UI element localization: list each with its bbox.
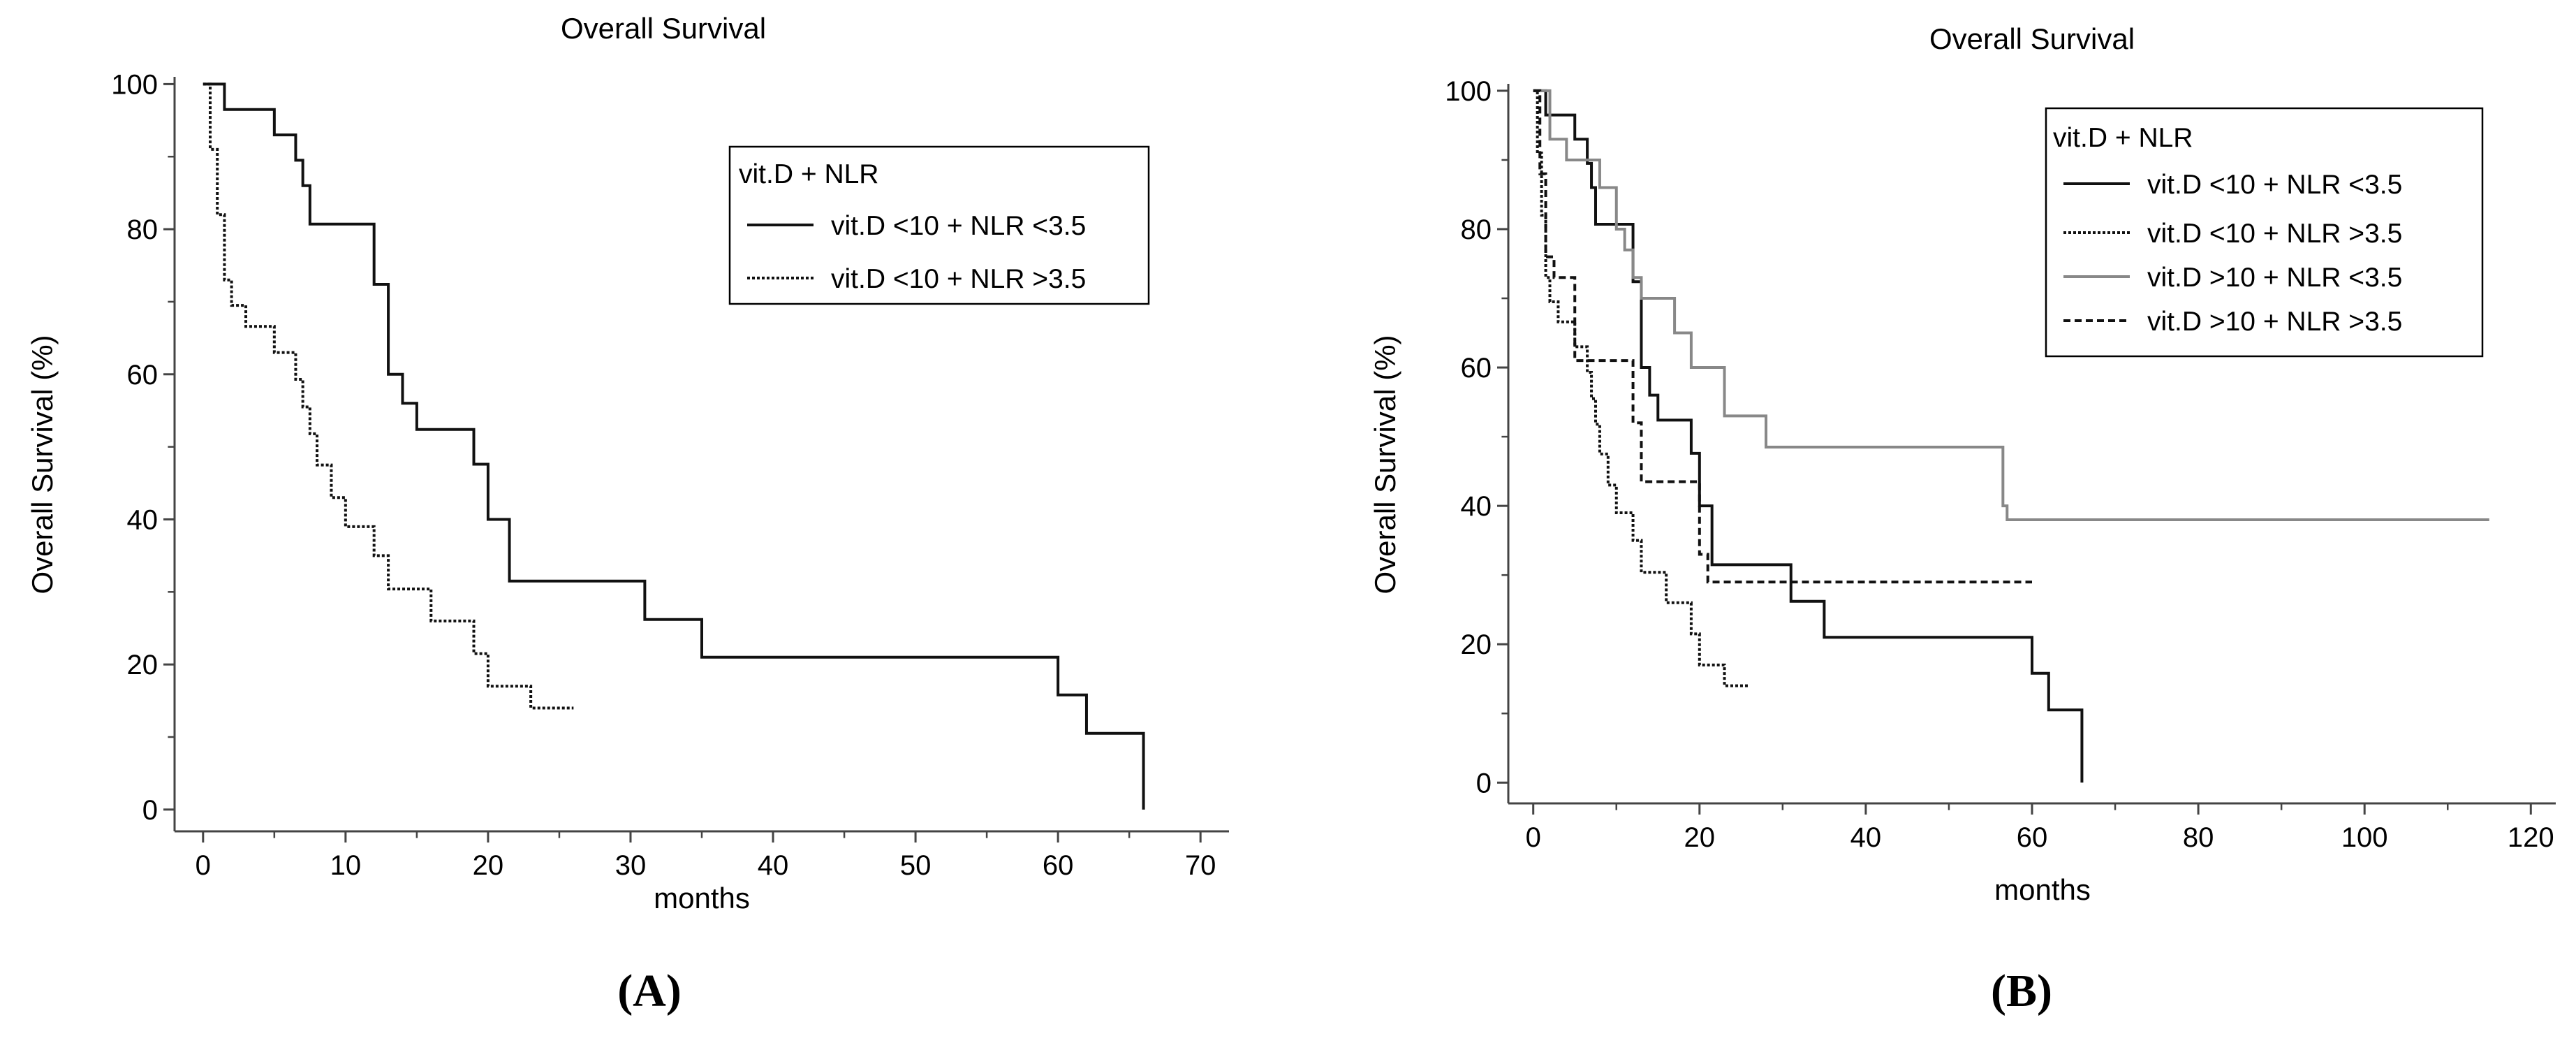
survival-curve bbox=[1533, 89, 2032, 584]
y-tick-label: 60 bbox=[1461, 353, 1492, 384]
chart-title: Overall Survival bbox=[561, 12, 766, 45]
x-tick-label: 30 bbox=[615, 850, 647, 881]
legend-label: vit.D >10 + NLR <3.5 bbox=[2147, 263, 2402, 293]
y-tick-label: 20 bbox=[127, 650, 159, 680]
panel-a: Overall Survival 0 10 20 30 40 50 60 70 0 20 40 60 8… bbox=[26, 12, 1229, 1016]
y-tick-label: 0 bbox=[142, 795, 158, 826]
x-tick-label: 40 bbox=[758, 850, 789, 881]
x-tick-label: 50 bbox=[900, 850, 932, 881]
x-axis-label: months bbox=[654, 882, 750, 914]
legend-label: vit.D >10 + NLR >3.5 bbox=[2147, 307, 2402, 337]
x-tick-label: 20 bbox=[473, 850, 504, 881]
legend-label: vit.D <10 + NLR <3.5 bbox=[831, 211, 1086, 241]
plot-area-b bbox=[1533, 89, 2489, 783]
y-tick-label: 60 bbox=[127, 360, 159, 391]
panel-label: (A) bbox=[617, 965, 682, 1016]
panel-b: Overall Survival 0 20 40 60 80 100 120 0 20 40 60 8… bbox=[1369, 22, 2556, 1016]
x-tick-label: 40 bbox=[1850, 822, 1882, 853]
x-tick-label: 80 bbox=[2183, 822, 2214, 853]
survival-curve bbox=[1533, 89, 2489, 521]
legend-b: vit.D + NLR vit.D <10 + NLR <3.5 vit.D <… bbox=[2045, 107, 2484, 358]
survival-curve bbox=[203, 82, 1145, 810]
survival-curve bbox=[1533, 89, 1750, 687]
x-tick-label: 70 bbox=[1185, 850, 1216, 881]
x-tick-label: 100 bbox=[2341, 822, 2388, 853]
x-tick-label: 10 bbox=[330, 850, 362, 881]
axes-b: 0 20 40 60 80 100 120 0 20 40 60 80 100 bbox=[1445, 76, 2556, 853]
chart-title: Overall Survival bbox=[1929, 22, 2135, 55]
legend-label: vit.D <10 + NLR <3.5 bbox=[2147, 170, 2402, 200]
legend-label: vit.D <10 + NLR >3.5 bbox=[2147, 219, 2402, 249]
y-tick-label: 40 bbox=[127, 504, 159, 535]
plot-area-a bbox=[203, 82, 1145, 810]
y-tick-label: 100 bbox=[111, 69, 158, 100]
x-tick-label: 60 bbox=[2017, 822, 2048, 853]
y-tick-label: 40 bbox=[1461, 491, 1492, 522]
y-tick-label: 100 bbox=[1445, 76, 1492, 107]
y-tick-label: 80 bbox=[127, 214, 159, 245]
legend-title: vit.D + NLR bbox=[739, 159, 878, 189]
legend-title: vit.D + NLR bbox=[2053, 123, 2193, 153]
y-tick-label: 20 bbox=[1461, 629, 1492, 660]
survival-curve bbox=[203, 82, 574, 710]
y-axis-label: Overall Survival (%) bbox=[1369, 335, 1401, 594]
x-tick-label: 120 bbox=[2508, 822, 2554, 853]
x-tick-label: 0 bbox=[1526, 822, 1541, 853]
panel-label: (B) bbox=[1991, 965, 2052, 1016]
y-tick-label: 80 bbox=[1461, 214, 1492, 245]
axes-a: 0 10 20 30 40 50 60 70 0 20 40 60 80 100 bbox=[111, 69, 1229, 881]
legend-a: vit.D + NLR vit.D <10 + NLR <3.5 vit.D <… bbox=[728, 145, 1150, 305]
y-axis-label: Overall Survival (%) bbox=[26, 335, 59, 594]
survival-curve bbox=[1533, 89, 2084, 783]
x-tick-label: 20 bbox=[1684, 822, 1716, 853]
x-axis-label: months bbox=[1994, 873, 2091, 906]
x-tick-label: 0 bbox=[196, 850, 211, 881]
y-tick-label: 0 bbox=[1476, 768, 1492, 798]
legend-label: vit.D <10 + NLR >3.5 bbox=[831, 264, 1086, 294]
x-tick-label: 60 bbox=[1043, 850, 1074, 881]
